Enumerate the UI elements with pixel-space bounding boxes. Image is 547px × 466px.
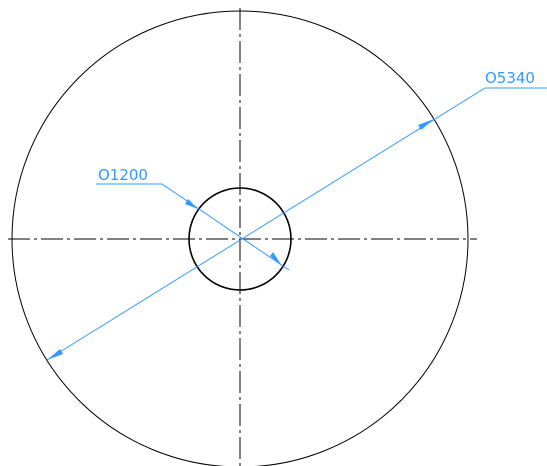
small-diameter-label: O1200 xyxy=(98,166,148,184)
large-diameter-label: O5340 xyxy=(485,69,535,87)
small-diameter-line xyxy=(161,183,290,271)
large-diameter-dimension xyxy=(46,87,547,361)
outer-circle xyxy=(11,10,469,466)
inner-circle xyxy=(188,187,292,291)
small-diameter-arrow-upper xyxy=(185,199,198,209)
large-diameter-line xyxy=(46,87,486,361)
small-diameter-dimension xyxy=(96,183,290,271)
small-diameter-arrow-lower xyxy=(270,252,282,266)
large-diameter-arrow-lower xyxy=(47,349,63,360)
large-diameter-arrow-upper xyxy=(418,119,434,130)
